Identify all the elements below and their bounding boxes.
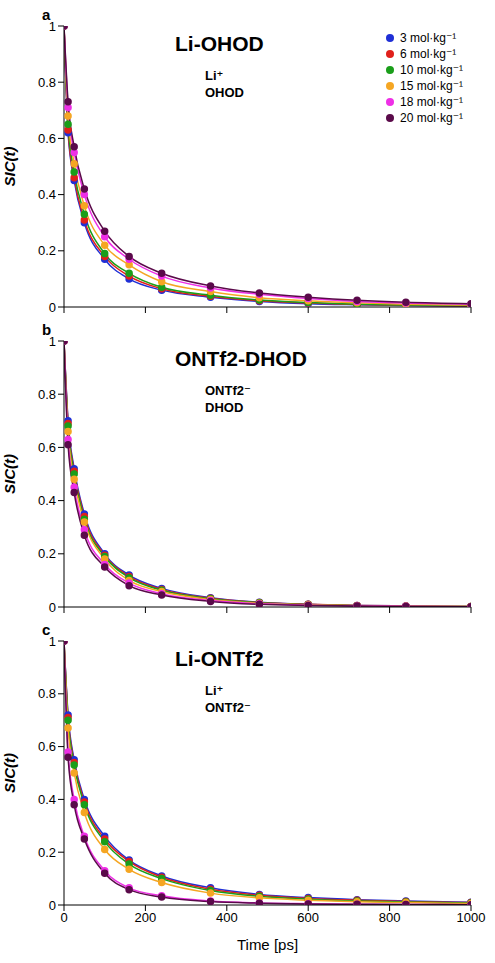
svg-text:0.6: 0.6 <box>38 739 56 754</box>
html-text:18 mol·kg⁻¹: 18 mol·kg⁻¹ <box>400 95 463 109</box>
html-text:ONTf2⁻: ONTf2⁻ <box>205 700 251 715</box>
svg-text:1: 1 <box>48 18 56 34</box>
svg-text:1: 1 <box>48 333 56 349</box>
svg-text:0.8: 0.8 <box>38 686 56 701</box>
html-text:Li-ONTf2: Li-ONTf2 <box>175 647 264 670</box>
svg-text:Time [ps]: Time [ps] <box>237 936 298 953</box>
svg-text:0: 0 <box>49 898 56 913</box>
svg-text:1: 1 <box>48 633 56 649</box>
html-text:a: a <box>42 6 51 23</box>
html-text:c: c <box>42 621 51 638</box>
svg-text:1000: 1000 <box>457 910 486 925</box>
html-text:6 mol·kg⁻¹: 6 mol·kg⁻¹ <box>400 47 457 61</box>
svg-text:200: 200 <box>135 910 157 925</box>
svg-text:0: 0 <box>60 910 67 925</box>
svg-text:0: 0 <box>49 600 56 615</box>
html-text:OHOD: OHOD <box>205 85 244 100</box>
svg-text:0.2: 0.2 <box>38 243 56 258</box>
svg-text:0.4: 0.4 <box>38 493 56 508</box>
html-text:3 mol·kg⁻¹: 3 mol·kg⁻¹ <box>400 31 457 45</box>
svg-text:0.4: 0.4 <box>38 187 56 202</box>
svg-text:0.4: 0.4 <box>38 792 56 807</box>
html-text:10 mol·kg⁻¹: 10 mol·kg⁻¹ <box>400 63 463 77</box>
svg-text:600: 600 <box>297 910 319 925</box>
svg-text:0.8: 0.8 <box>38 75 56 90</box>
html-text:Li-OHOD: Li-OHOD <box>175 32 264 55</box>
html-text:DHOD: DHOD <box>205 400 244 415</box>
svg-text:0.2: 0.2 <box>38 845 56 860</box>
svg-text:0.6: 0.6 <box>38 440 56 455</box>
html-text:20 mol·kg⁻¹: 20 mol·kg⁻¹ <box>400 111 463 125</box>
svg-text:SIC(t): SIC(t) <box>2 454 18 494</box>
html-text:15 mol·kg⁻¹: 15 mol·kg⁻¹ <box>400 79 463 93</box>
html-text:Li⁺: Li⁺ <box>205 683 224 698</box>
svg-text:0.8: 0.8 <box>38 387 56 402</box>
svg-text:0: 0 <box>49 300 56 315</box>
html-text:b: b <box>42 321 52 338</box>
svg-text:0.6: 0.6 <box>38 131 56 146</box>
svg-text:400: 400 <box>216 910 238 925</box>
svg-text:SIC(t): SIC(t) <box>2 147 18 187</box>
svg-text:SIC(t): SIC(t) <box>2 753 18 793</box>
html-text:Li⁺: Li⁺ <box>205 68 224 83</box>
svg-text:800: 800 <box>379 910 401 925</box>
svg-text:0.2: 0.2 <box>38 546 56 561</box>
html-text:ONTf2⁻: ONTf2⁻ <box>205 383 251 398</box>
html-text:ONTf2-DHOD: ONTf2-DHOD <box>175 347 307 370</box>
